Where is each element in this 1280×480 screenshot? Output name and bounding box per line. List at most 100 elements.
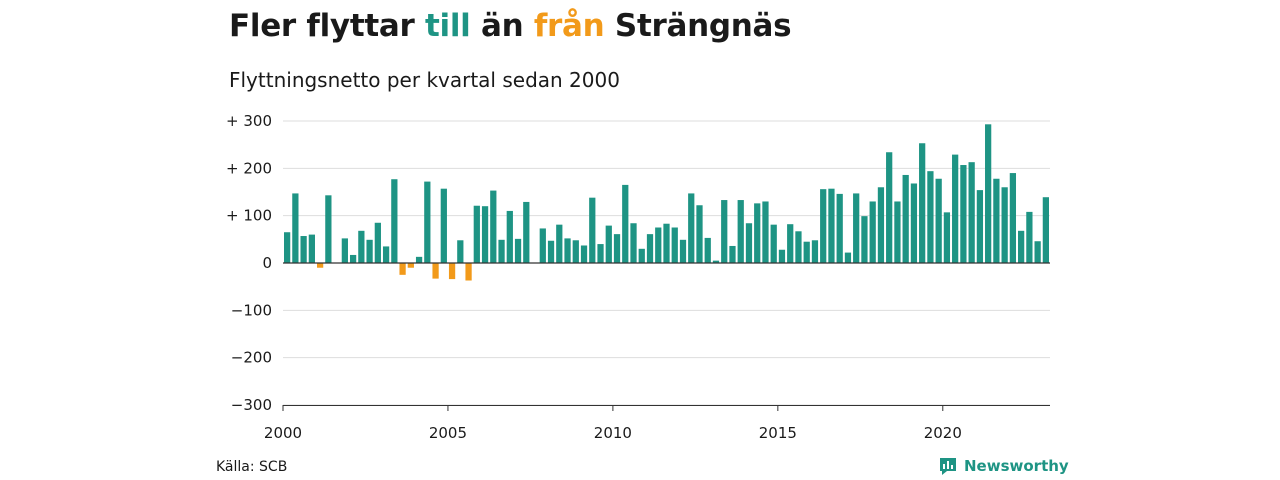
bar (1034, 241, 1041, 263)
bar (415, 256, 423, 263)
bar (688, 193, 695, 263)
bar (523, 201, 530, 263)
bar (976, 190, 984, 263)
bar (877, 187, 885, 263)
x-tick-label: 2010 (594, 424, 632, 442)
bar (663, 223, 670, 263)
bar (894, 201, 901, 263)
bar (638, 248, 645, 263)
bar (1009, 173, 1017, 263)
bar (811, 240, 819, 263)
bar (844, 252, 852, 263)
x-tick-label: 2015 (759, 424, 797, 442)
chart-subtitle: Flyttningsnetto per kvartal sedan 2000 (229, 68, 620, 92)
bar (589, 197, 596, 263)
bar (1001, 187, 1008, 263)
y-axis-ticks: + 300 + 200 + 100 0 −100 −200 −300 (226, 112, 272, 414)
title-word-fran: från (533, 8, 605, 44)
bar (910, 183, 918, 263)
bar (1018, 230, 1025, 263)
bar (721, 200, 728, 263)
bar (985, 124, 992, 263)
y-tick-label: + 300 (226, 112, 272, 130)
bar (993, 178, 1000, 263)
bar (556, 224, 563, 263)
title-suffix: Strängnäs (604, 8, 792, 44)
bar (613, 234, 621, 263)
bar (968, 162, 975, 263)
bar (671, 227, 678, 263)
bar (316, 263, 324, 268)
bar (943, 212, 951, 263)
bar (861, 216, 868, 263)
bar (820, 189, 827, 263)
bar (927, 171, 934, 263)
y-tick-label: −300 (231, 396, 272, 414)
bars (284, 124, 1049, 281)
y-tick-label: + 100 (226, 207, 272, 225)
bar (952, 154, 959, 263)
bar (704, 237, 711, 263)
bar (737, 200, 744, 263)
bar (630, 223, 637, 263)
x-tick-label: 2020 (924, 424, 962, 442)
bar (828, 188, 835, 263)
bar (836, 193, 843, 263)
y-tick-label: −100 (231, 301, 272, 319)
brand-name: Newsworthy (964, 457, 1069, 475)
bar (440, 188, 447, 263)
bar (655, 227, 662, 263)
bar (490, 190, 497, 263)
bar (597, 244, 604, 263)
x-tick-label: 2000 (264, 424, 302, 442)
bar (349, 254, 357, 263)
bar (292, 193, 299, 263)
bar (341, 238, 348, 263)
bar (886, 152, 893, 263)
bar (770, 224, 777, 263)
bar (622, 184, 629, 263)
bar (572, 240, 579, 263)
bar (787, 224, 794, 263)
bar (514, 238, 522, 263)
bar (399, 263, 406, 275)
bar (366, 239, 373, 263)
newsworthy-logo-icon (940, 458, 956, 475)
bar (1026, 211, 1033, 263)
brand[interactable]: Newsworthy (938, 456, 1069, 476)
bar (300, 236, 307, 263)
bar (960, 165, 967, 263)
bar (729, 245, 736, 263)
bar (564, 238, 571, 263)
bar (407, 263, 414, 268)
bar (935, 178, 942, 263)
bar (712, 260, 720, 263)
bar (646, 234, 654, 263)
bar (605, 225, 612, 263)
bar (853, 193, 860, 263)
bar (457, 240, 464, 263)
bar (325, 195, 332, 263)
y-tick-label: 0 (262, 254, 272, 272)
bar (778, 249, 786, 263)
bar (481, 206, 489, 263)
title-prefix: Fler flyttar (229, 8, 425, 44)
bar (465, 263, 472, 281)
y-tick-label: −200 (231, 349, 272, 367)
y-tick-label: + 200 (226, 159, 272, 177)
chart-title: Fler flyttar till än från Strängnäs (229, 8, 792, 44)
source-label: Källa: SCB (216, 459, 288, 475)
title-word-till: till (424, 8, 471, 44)
bar (679, 239, 687, 263)
bar (382, 246, 390, 263)
bar (424, 181, 431, 263)
bar (448, 263, 456, 280)
x-axis-ticks: 2000 2005 2010 2015 2020 (264, 405, 962, 442)
bar (803, 241, 810, 263)
bar (358, 230, 365, 263)
bar (795, 231, 802, 263)
bar (498, 239, 505, 263)
bar (547, 240, 555, 263)
bar (754, 203, 761, 263)
